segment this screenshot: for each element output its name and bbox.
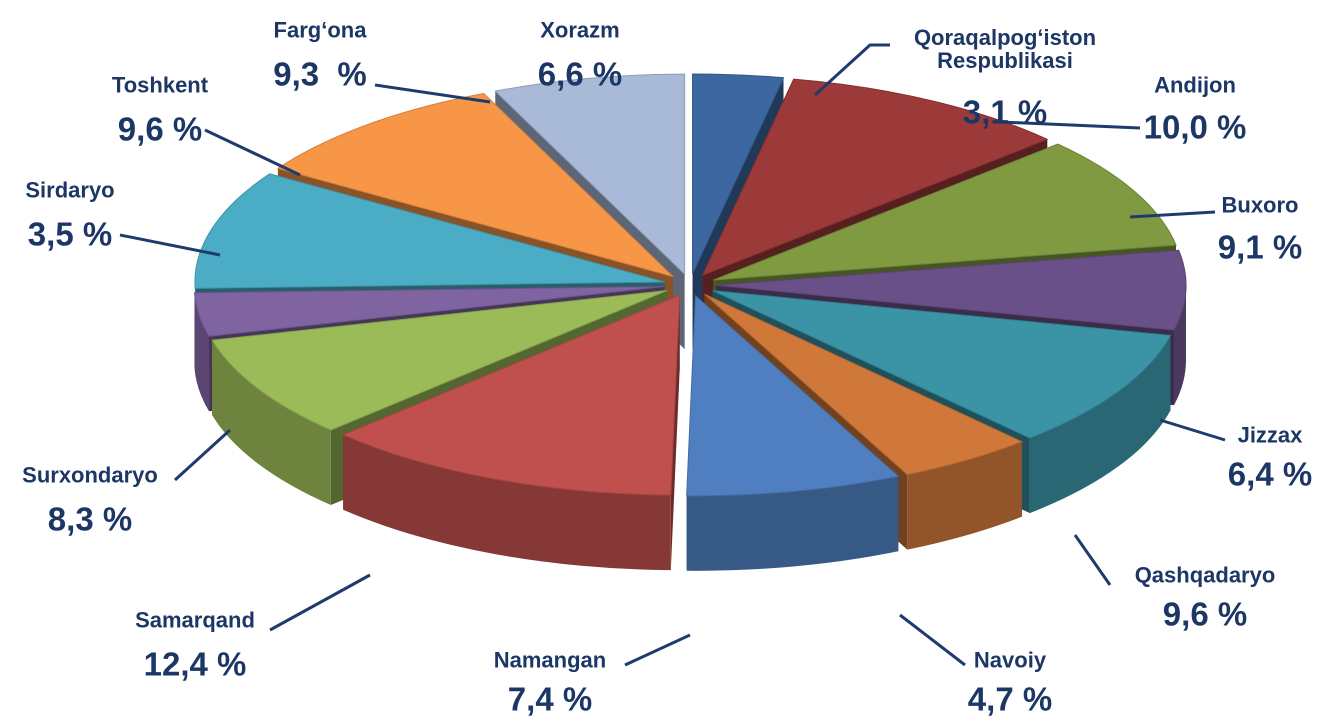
slice bbox=[211, 289, 668, 431]
category-label: Qoraqalpog‘iston Respublikasi bbox=[913, 24, 1097, 73]
slice bbox=[715, 249, 1187, 331]
value-label: 7,4 % bbox=[507, 680, 593, 718]
slice-wall bbox=[212, 340, 331, 506]
value-label: 12,4 % bbox=[143, 645, 247, 683]
category-label: Buxoro bbox=[1221, 192, 1299, 218]
value-label: 6,4 % bbox=[1227, 455, 1313, 493]
value-label: 9,1 % bbox=[1217, 228, 1303, 266]
value-label: 8,3 % bbox=[47, 500, 133, 538]
value-label: 9,6 % bbox=[1162, 595, 1248, 633]
slice bbox=[341, 294, 681, 496]
category-label: Xorazm bbox=[540, 17, 620, 43]
category-label: Surxondaryo bbox=[22, 462, 158, 488]
slice bbox=[494, 73, 686, 276]
slice bbox=[194, 173, 666, 289]
value-label: 4,7 % bbox=[967, 680, 1053, 718]
value-label: 6,6 % bbox=[537, 55, 623, 93]
category-label: Jizzax bbox=[1237, 422, 1303, 448]
leader-line bbox=[813, 43, 890, 97]
leader-line bbox=[899, 613, 966, 667]
slice-wall bbox=[194, 292, 210, 412]
leader-line bbox=[374, 83, 491, 104]
category-label: Toshkent bbox=[111, 72, 209, 98]
slice bbox=[193, 286, 665, 337]
leader-line bbox=[624, 633, 691, 667]
category-label: Andijon bbox=[1154, 72, 1236, 98]
slice bbox=[692, 73, 785, 275]
leader-line bbox=[173, 428, 232, 482]
leader-line bbox=[204, 128, 301, 177]
value-label: 10,0 % bbox=[1143, 108, 1247, 146]
slice bbox=[713, 143, 1177, 281]
leader-line bbox=[1159, 418, 1226, 442]
leader-line bbox=[1073, 534, 1112, 586]
leader-line bbox=[999, 120, 1141, 130]
category-label: Qashqadaryo bbox=[1134, 562, 1276, 588]
value-label: 9,6 % bbox=[117, 110, 203, 148]
value-label: 9,3 % bbox=[273, 55, 367, 93]
category-label: Samarqand bbox=[135, 607, 255, 633]
slice bbox=[701, 78, 1049, 277]
leader-line bbox=[1129, 210, 1216, 219]
slice bbox=[704, 293, 1024, 476]
category-label: Namangan bbox=[493, 647, 607, 673]
slice bbox=[686, 294, 900, 497]
category-label: Farg‘ona bbox=[273, 17, 367, 43]
slice bbox=[712, 290, 1172, 439]
value-label: 3,5 % bbox=[27, 215, 113, 253]
value-label: 3,1 % bbox=[962, 93, 1048, 131]
leader-line bbox=[269, 573, 371, 632]
category-label: Navoiy bbox=[973, 647, 1047, 673]
leader-line bbox=[119, 233, 221, 257]
slice-wall bbox=[686, 476, 899, 571]
category-label: Sirdaryo bbox=[25, 177, 115, 203]
slice-wall bbox=[343, 434, 671, 571]
slice-wall bbox=[1029, 335, 1171, 514]
slice-wall bbox=[1174, 285, 1186, 406]
